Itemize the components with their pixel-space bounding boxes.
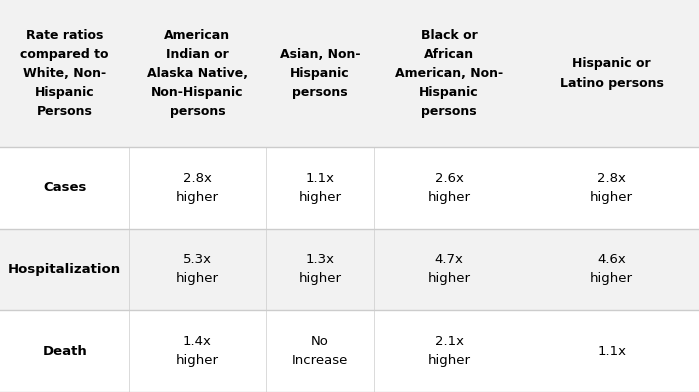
Text: 2.6x
higher: 2.6x higher — [428, 172, 470, 204]
Text: 2.8x
higher: 2.8x higher — [176, 172, 219, 204]
Text: Asian, Non-
Hispanic
persons: Asian, Non- Hispanic persons — [280, 48, 360, 99]
Text: 1.1x
higher: 1.1x higher — [298, 172, 341, 204]
Text: 1.4x
higher: 1.4x higher — [176, 335, 219, 367]
Text: No
Increase: No Increase — [291, 335, 348, 367]
Bar — [0, 147, 699, 229]
Text: Rate ratios
compared to
White, Non-
Hispanic
Persons: Rate ratios compared to White, Non- Hisp… — [20, 29, 109, 118]
Text: Death: Death — [42, 345, 87, 358]
Text: American
Indian or
Alaska Native,
Non-Hispanic
persons: American Indian or Alaska Native, Non-Hi… — [147, 29, 248, 118]
Text: Black or
African
American, Non-
Hispanic
persons: Black or African American, Non- Hispanic… — [395, 29, 503, 118]
Bar — [0, 0, 699, 147]
Text: 2.1x
higher: 2.1x higher — [428, 335, 470, 367]
Text: 5.3x
higher: 5.3x higher — [176, 253, 219, 285]
Text: Cases: Cases — [43, 181, 87, 194]
Text: Hospitalization: Hospitalization — [8, 263, 121, 276]
Text: 1.3x
higher: 1.3x higher — [298, 253, 341, 285]
Text: Hispanic or
Latino persons: Hispanic or Latino persons — [560, 58, 663, 89]
Text: 1.1x: 1.1x — [597, 345, 626, 358]
Text: 4.7x
higher: 4.7x higher — [428, 253, 470, 285]
Text: 2.8x
higher: 2.8x higher — [590, 172, 633, 204]
Text: 4.6x
higher: 4.6x higher — [590, 253, 633, 285]
Bar — [0, 310, 699, 392]
Bar — [0, 229, 699, 310]
